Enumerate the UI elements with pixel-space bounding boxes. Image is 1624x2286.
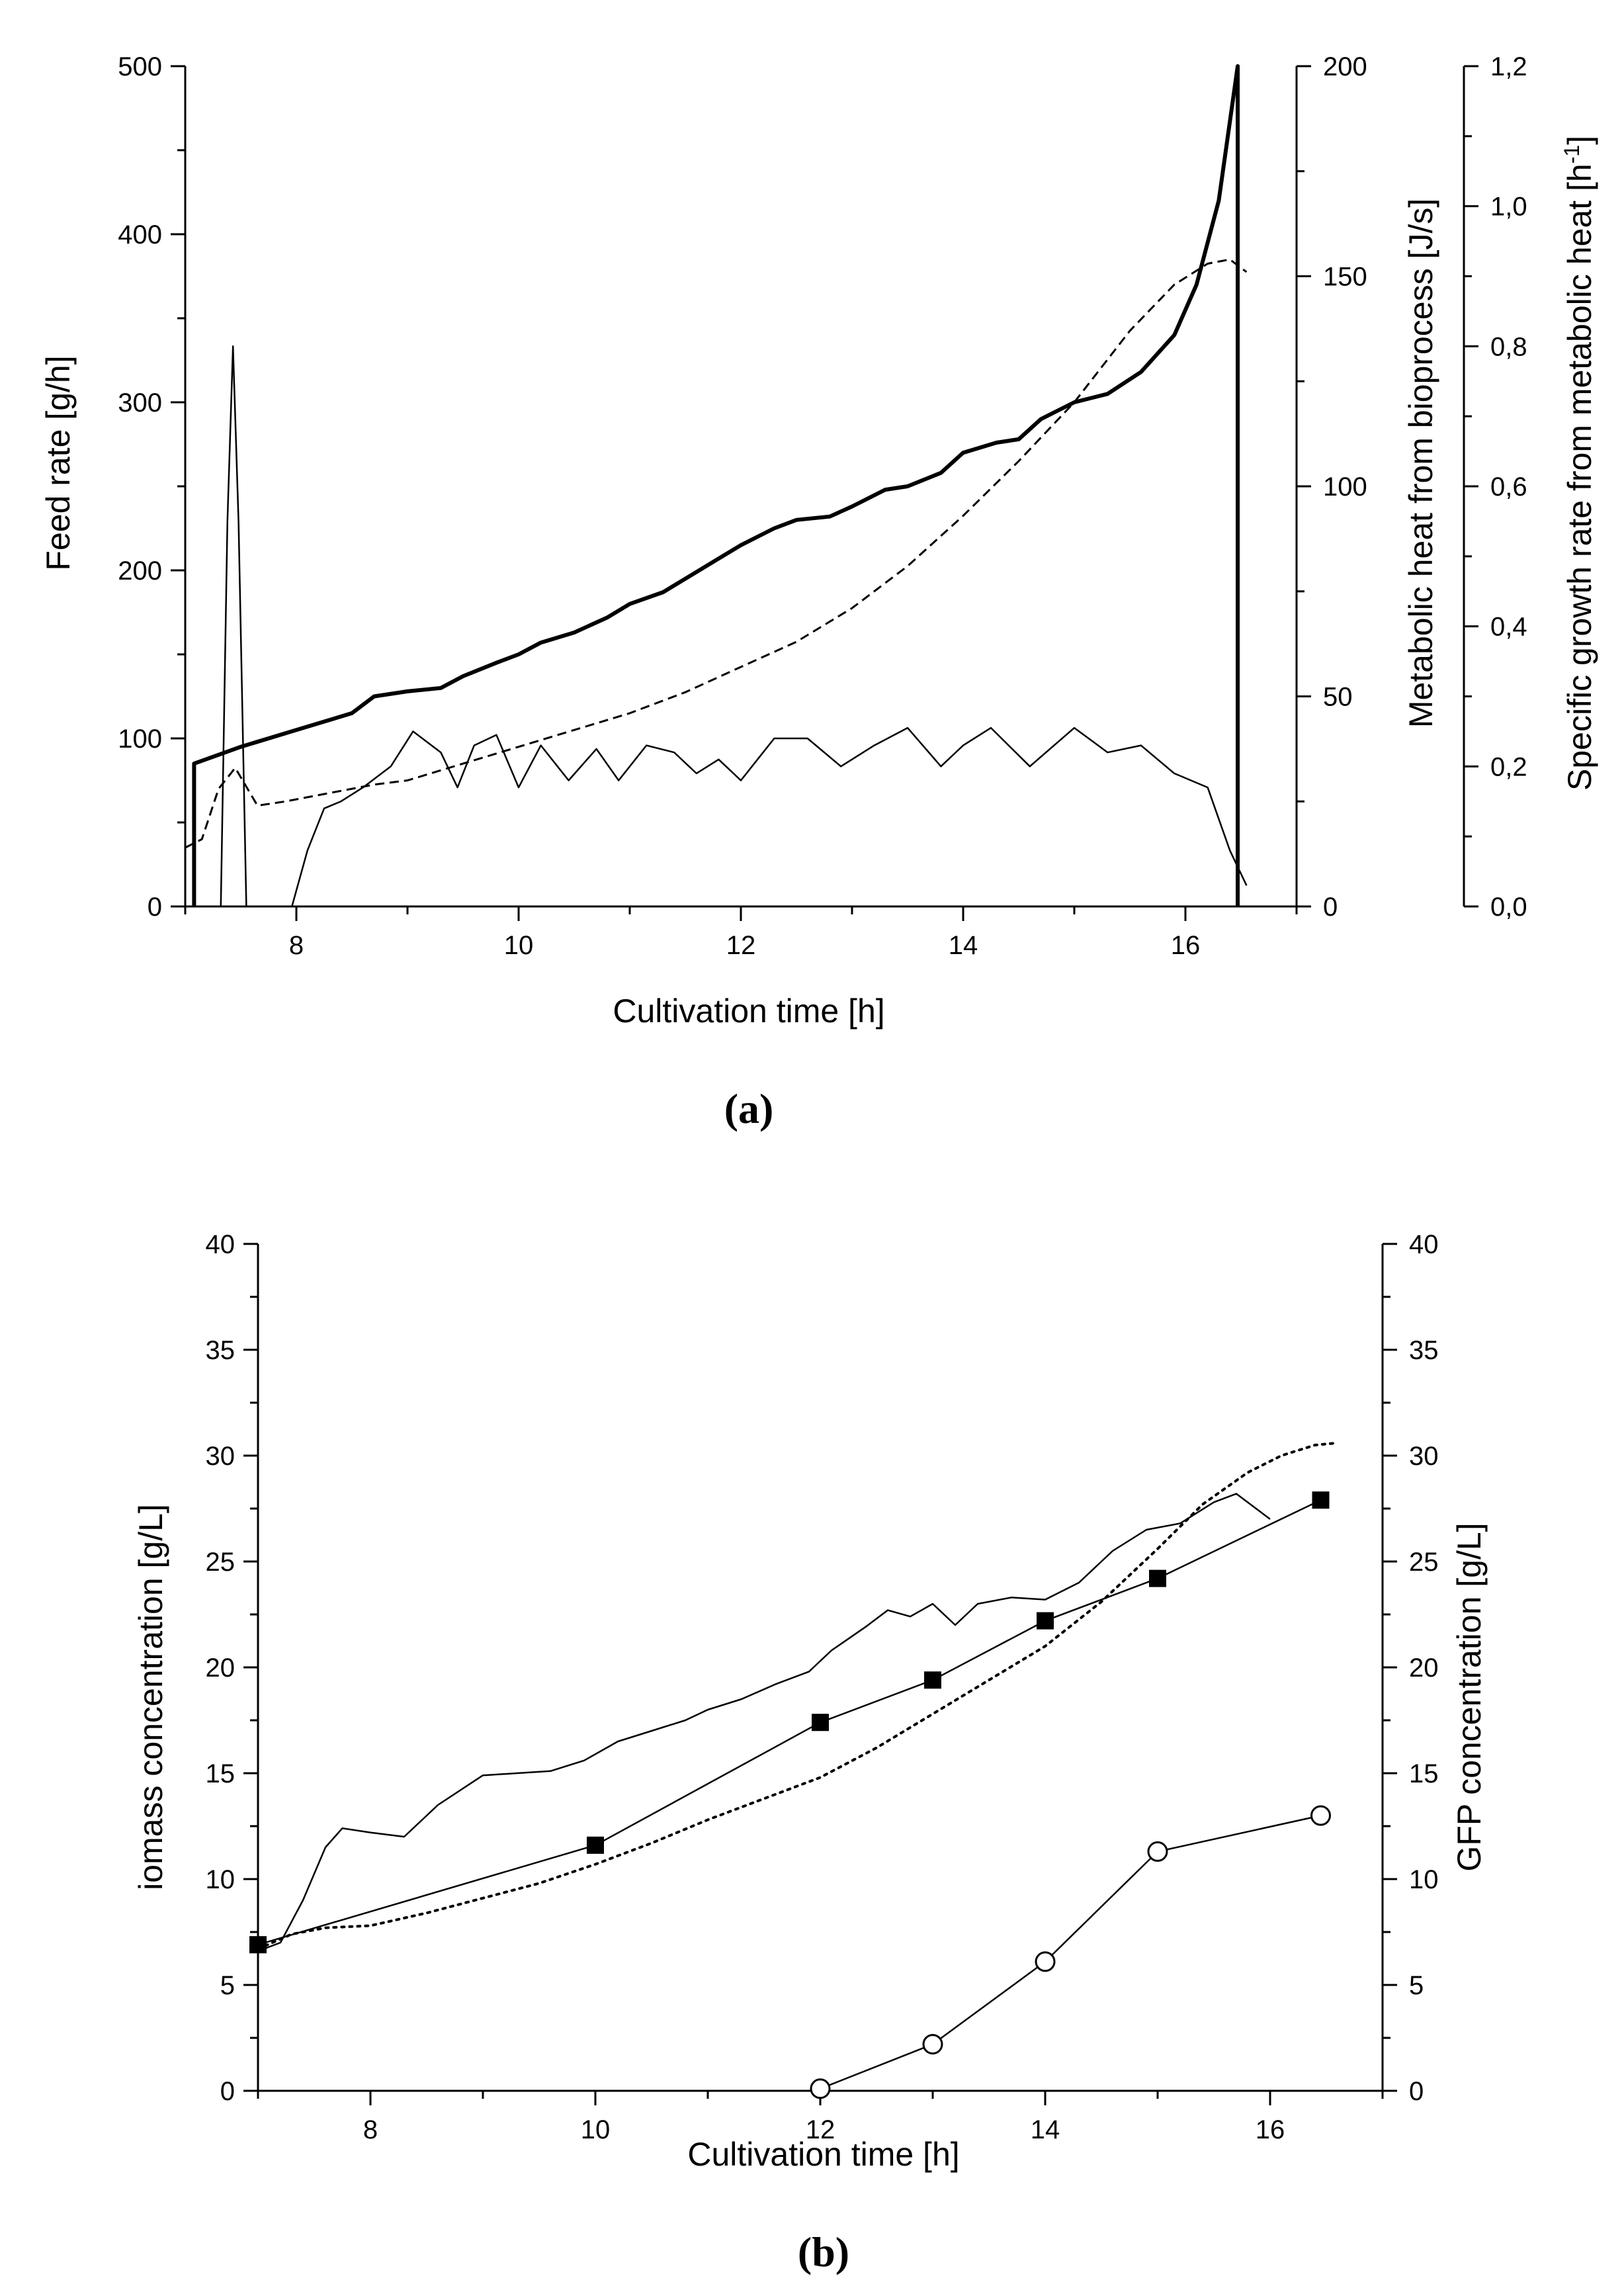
panel-a: 8 10 12 14 16 0 100 200 300 400 500 0 50 100 150 200 0,0… xyxy=(40,52,1598,1132)
panel-b-left-tick-label: 40 xyxy=(206,1230,235,1259)
panel-a-left-tick-label: 400 xyxy=(118,220,162,249)
panel-b-close-paren: ) xyxy=(835,2228,849,2275)
panel-a-x-tick-label: 14 xyxy=(949,931,978,960)
panel-b-left-tick-label: 20 xyxy=(206,1653,235,1683)
panel-b-point-gfp xyxy=(1035,1951,1056,1972)
growth-title-sup: -1 xyxy=(1560,145,1584,163)
panel-a-left-tick-label: 100 xyxy=(118,725,162,754)
panel-b-right-axis-title: GFP concentration [g/L] xyxy=(1451,1522,1488,1871)
panel-a-letter: a xyxy=(738,1085,759,1132)
panel-a-right-tick-label-heat: 100 xyxy=(1323,472,1367,502)
panel-a-x-tick-label: 10 xyxy=(504,931,534,960)
panel-a-label: (a) xyxy=(724,1085,774,1132)
panel-b-right-tick-label: 10 xyxy=(1409,1865,1439,1894)
panel-b-open-paren: ( xyxy=(798,2228,812,2275)
panel-b-series-biomass-model xyxy=(257,1441,1339,1951)
panel-a-series xyxy=(185,64,1248,908)
panel-a-x-tick-label: 8 xyxy=(289,931,304,960)
panel-b-left-tick-label: 25 xyxy=(206,1548,235,1577)
panel-b-x-tick-label: 12 xyxy=(806,2115,835,2144)
panel-b-point-gfp xyxy=(1147,1841,1168,1862)
panel-a-close-paren: ) xyxy=(759,1085,773,1132)
panel-a-left-tick-label: 500 xyxy=(118,52,162,81)
panel-b-left-tick-label: 35 xyxy=(206,1336,235,1365)
panel-a-right-tick-label-heat: 50 xyxy=(1323,683,1353,712)
panel-a-open-paren: ( xyxy=(724,1085,738,1132)
panel-b-letter: b xyxy=(812,2228,835,2275)
panel-b: 8 10 12 14 16 0 5 10 15 20 25 30 35 40 0 5 10 15 20 25 30 35 4… xyxy=(132,1230,1488,2275)
panel-a-right-tick-label-growth: 1,2 xyxy=(1490,52,1527,81)
panel-b-series xyxy=(249,1441,1339,2099)
panel-a-right-tick-label-growth: 0,0 xyxy=(1490,893,1527,922)
panel-b-x-axis-title: Cultivation time [h] xyxy=(687,2136,959,2173)
panel-a-right-tick-label-growth: 1,0 xyxy=(1490,193,1527,222)
panel-a-series-metabolic-heat-from-bioprocess xyxy=(185,258,1248,849)
growth-title-end: ] xyxy=(1561,136,1598,145)
panel-a-right-tick-label-growth: 0,8 xyxy=(1490,332,1527,361)
panel-b-x-tick-label: 8 xyxy=(363,2115,378,2144)
panel-b-series-gfp xyxy=(820,1814,1321,2089)
panel-b-point-biomass-offline xyxy=(812,1714,829,1732)
panel-a-left-tick-label: 200 xyxy=(118,556,162,586)
panel-a-right-tick-label-heat: 0 xyxy=(1323,893,1338,922)
panel-b-right-tick-label: 15 xyxy=(1409,1759,1439,1788)
panel-b-right-tick-label: 30 xyxy=(1409,1442,1439,1471)
panel-b-right-tick-label: 0 xyxy=(1409,2077,1424,2106)
panel-b-x-tick-label: 14 xyxy=(1031,2115,1060,2144)
panel-b-point-biomass-offline xyxy=(924,1671,941,1689)
panel-a-x-tick-label: 16 xyxy=(1171,931,1201,960)
panel-b-left-tick-label: 15 xyxy=(206,1759,235,1788)
growth-title-main: Specific growth rate from metabolic heat… xyxy=(1561,163,1598,791)
panel-b-left-tick-label: 10 xyxy=(206,1865,235,1894)
panel-b-left-tick-label: 5 xyxy=(220,1971,235,2000)
panel-a-series-specific-growth-rate-from-metabolic-heat xyxy=(220,345,1248,908)
panel-b-point-gfp xyxy=(1310,1805,1331,1826)
panel-b-point-biomass-offline xyxy=(249,1936,267,1954)
panel-b-point-biomass-offline xyxy=(1037,1612,1054,1630)
panel-b-left-axis-title: iomass concentration [g/L] xyxy=(132,1504,169,1890)
panel-b-right-tick-label: 25 xyxy=(1409,1548,1439,1577)
panel-b-point-biomass-offline xyxy=(1312,1491,1330,1509)
panel-a-left-tick-label: 0 xyxy=(148,893,162,922)
panel-b-series-biomass-online xyxy=(257,1493,1271,1952)
panel-a-right-tick-label-heat: 150 xyxy=(1323,263,1367,292)
panel-b-x-tick-label: 10 xyxy=(581,2115,611,2144)
panel-b-right-tick-label: 20 xyxy=(1409,1653,1439,1683)
panel-a-right-tick-label-growth: 0,2 xyxy=(1490,752,1527,781)
panel-b-left-tick-label: 30 xyxy=(206,1442,235,1471)
panel-a-axes: 8 10 12 14 16 0 100 200 300 400 500 0 50 100 150 200 0,0… xyxy=(118,52,1527,960)
panel-a-x-tick-label: 12 xyxy=(726,931,756,960)
panel-a-right-tick-label-growth: 0,6 xyxy=(1490,472,1527,502)
panel-b-point-biomass-offline xyxy=(1149,1569,1166,1587)
panel-b-point-gfp xyxy=(922,2034,943,2055)
panel-a-right-tick-label-growth: 0,4 xyxy=(1490,613,1527,642)
panel-b-point-gfp xyxy=(810,2078,831,2099)
panel-b-point-biomass-offline xyxy=(587,1836,604,1854)
panel-b-label: (b) xyxy=(798,2228,849,2275)
panel-a-left-tick-label: 300 xyxy=(118,388,162,418)
panel-a-series-feed-rate xyxy=(192,64,1240,906)
panel-a-left-axis-title: Feed rate [g/h] xyxy=(40,355,77,570)
panel-a-right-axis-title-heat: Metabolic heat from bioprocess [J/s] xyxy=(1402,198,1439,728)
panel-b-series-biomass-offline xyxy=(257,1499,1322,1946)
panel-a-x-axis-title: Cultivation time [h] xyxy=(613,992,884,1030)
panel-a-right-axis-title-growth: Specific growth rate from metabolic heat… xyxy=(1560,136,1598,791)
panel-b-axes: 8 10 12 14 16 0 5 10 15 20 25 30 35 40 0 5 10 15 20 25 30 35 4… xyxy=(206,1230,1439,2144)
panel-b-left-tick-label: 0 xyxy=(220,2077,235,2106)
panel-b-right-tick-label: 5 xyxy=(1409,1971,1424,2000)
panel-b-right-tick-label: 35 xyxy=(1409,1336,1439,1365)
panel-b-x-tick-label: 16 xyxy=(1256,2115,1285,2144)
panel-b-right-tick-label: 40 xyxy=(1409,1230,1439,1259)
panel-a-right-tick-label-heat: 200 xyxy=(1323,52,1367,81)
